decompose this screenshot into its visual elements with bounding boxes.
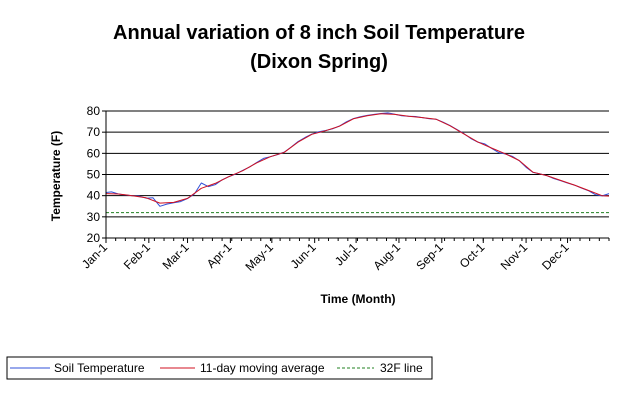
series-soil-temperature bbox=[105, 112, 610, 207]
x-axis-title: Time (Month) bbox=[320, 292, 395, 306]
x-tick-label-Feb-1: Feb-1 bbox=[121, 240, 153, 272]
y-tick-label-30: 30 bbox=[87, 210, 101, 224]
x-tick-label-Nov-1: Nov-1 bbox=[498, 240, 531, 273]
y-axis-title: Temperature (F) bbox=[49, 131, 63, 221]
legend-label-soil-temperature: Soil Temperature bbox=[54, 361, 145, 375]
y-tick-label-50: 50 bbox=[87, 168, 101, 182]
x-tick-label-May-1: May-1 bbox=[242, 240, 276, 274]
x-tick-label-Apr-1: Apr-1 bbox=[204, 240, 235, 271]
x-tick-label-Dec-1: Dec-1 bbox=[539, 240, 572, 273]
legend-box bbox=[6, 356, 433, 380]
y-tick-label-40: 40 bbox=[87, 189, 101, 203]
x-tick-label-Jul-1: Jul-1 bbox=[332, 240, 361, 269]
x-tick-label-Mar-1: Mar-1 bbox=[160, 240, 192, 272]
y-tick-label-60: 60 bbox=[87, 146, 101, 160]
legend: Soil Temperature 11-day moving average 3… bbox=[6, 356, 433, 380]
axes: 20 30 40 50 60 70 80 Jan-1 Feb-1 Mar-1 Apr-1 May-1 J… bbox=[79, 104, 610, 274]
y-tick-label-20: 20 bbox=[87, 231, 101, 245]
legend-label-32f-line: 32F line bbox=[380, 361, 423, 375]
series-moving-average bbox=[105, 113, 610, 204]
y-tick-label-80: 80 bbox=[87, 104, 101, 118]
plot-area bbox=[105, 112, 610, 214]
x-tick-label-Sep-1: Sep-1 bbox=[413, 240, 446, 273]
legend-label-moving-average: 11-day moving average bbox=[200, 361, 325, 375]
x-tick-label-Jun-1: Jun-1 bbox=[288, 240, 319, 271]
x-tick-label-Oct-1: Oct-1 bbox=[457, 240, 488, 271]
chart-title: Annual variation of 8 inch Soil Temperat… bbox=[113, 22, 525, 44]
x-tick-label-Aug-1: Aug-1 bbox=[371, 240, 404, 273]
x-tick-label-Jan-1: Jan-1 bbox=[79, 240, 110, 271]
chart-subtitle: (Dixon Spring) bbox=[250, 51, 388, 73]
gridlines bbox=[106, 110, 609, 218]
y-tick-label-70: 70 bbox=[87, 125, 101, 139]
